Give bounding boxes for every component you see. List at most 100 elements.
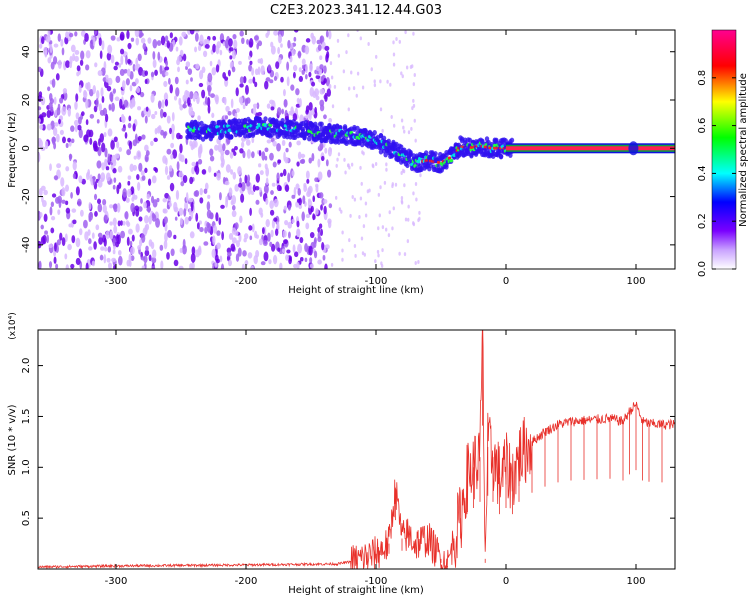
noise-blob <box>178 265 184 269</box>
noise-blob <box>54 110 57 117</box>
noise-blob <box>285 254 289 261</box>
noise-blob <box>116 37 121 42</box>
noise-blob <box>130 37 135 42</box>
noise-blob <box>283 99 288 108</box>
noise-blob <box>65 166 70 172</box>
noise-blob <box>194 30 200 33</box>
noise-blob <box>326 88 332 97</box>
noise-blob <box>126 236 130 247</box>
noise-blob <box>126 259 130 267</box>
noise-blob <box>243 237 247 243</box>
noise-blob <box>199 188 203 196</box>
noise-blob <box>91 232 95 239</box>
noise-blob <box>135 223 140 233</box>
noise-blob <box>38 66 42 73</box>
noise-blob <box>117 165 123 173</box>
noise-blob <box>119 48 125 55</box>
ridge-blob <box>397 155 402 161</box>
noise-blob <box>350 70 353 75</box>
noise-blob <box>405 65 409 70</box>
x-tick-label: -100 <box>365 576 388 587</box>
figure-title: C2E3.2023.341.12.44.G03 <box>270 3 442 18</box>
noise-blob <box>269 241 273 247</box>
noise-blob <box>239 215 243 224</box>
noise-blob <box>384 227 388 232</box>
noise-blob <box>102 234 106 243</box>
noise-blob <box>287 231 291 239</box>
noise-blob <box>176 161 180 171</box>
noise-blob <box>402 125 405 130</box>
noise-blob <box>347 107 350 112</box>
noise-blob <box>288 204 291 211</box>
noise-blob <box>334 195 338 200</box>
noise-blob <box>315 95 320 101</box>
noise-blob <box>296 220 300 228</box>
noise-blob <box>113 177 117 183</box>
noise-blob <box>94 145 99 152</box>
noise-blob <box>179 217 183 226</box>
noise-blob <box>57 209 61 215</box>
noise-blob <box>71 235 76 244</box>
noise-blob <box>273 30 279 36</box>
noise-blob <box>97 232 103 238</box>
noise-blob <box>392 123 396 128</box>
noise-blob <box>50 201 55 208</box>
noise-blob <box>72 219 77 225</box>
noise-blob <box>356 71 360 76</box>
ridge-peak <box>447 156 452 160</box>
ridge-blob <box>257 116 262 122</box>
noise-blob <box>79 209 84 217</box>
noise-blob <box>202 50 208 58</box>
noise-blob <box>230 243 236 252</box>
noise-blob <box>256 42 259 50</box>
noise-blob <box>225 105 230 112</box>
noise-blob <box>145 223 150 231</box>
noise-blob <box>247 252 253 259</box>
noise-blob <box>412 98 415 103</box>
noise-blob <box>329 147 332 152</box>
noise-blob <box>203 241 209 246</box>
noise-blob <box>362 151 365 156</box>
noise-blob <box>94 211 98 217</box>
noise-blob <box>89 137 93 145</box>
noise-blob <box>191 111 196 116</box>
noise-blob <box>87 169 91 177</box>
noise-blob <box>272 140 277 147</box>
noise-blob <box>282 230 287 238</box>
noise-blob <box>126 30 130 40</box>
colorbar-label: Normalized spectral amplitude <box>738 73 749 227</box>
noise-blob <box>50 227 55 234</box>
noise-blob <box>84 231 89 241</box>
noise-blob <box>292 71 296 79</box>
noise-blob <box>131 97 136 106</box>
noise-blob <box>144 144 149 152</box>
noise-blob <box>309 86 315 97</box>
noise-blob <box>298 204 303 210</box>
noise-blob <box>163 80 168 88</box>
noise-blob <box>144 78 148 84</box>
noise-blob <box>193 190 198 197</box>
noise-blob <box>65 207 71 214</box>
noise-blob <box>110 139 115 150</box>
noise-blob <box>360 236 364 241</box>
ridge-blob <box>306 136 312 142</box>
noise-blob <box>251 223 255 233</box>
noise-blob <box>67 243 72 251</box>
noise-blob <box>98 103 102 112</box>
noise-blob <box>235 253 240 262</box>
noise-blob <box>77 124 82 131</box>
noise-blob <box>81 111 85 117</box>
noise-blob <box>221 231 224 241</box>
noise-blob <box>297 188 301 196</box>
noise-blob <box>185 79 189 85</box>
noise-blob <box>152 249 157 259</box>
noise-blob <box>143 255 148 264</box>
ridge-blob <box>466 149 471 155</box>
ridge-blob <box>509 137 515 143</box>
noise-blob <box>318 192 324 199</box>
noise-blob <box>325 76 330 87</box>
noise-blob <box>273 217 278 222</box>
noise-blob <box>88 202 92 210</box>
noise-blob <box>92 175 96 186</box>
noise-blob <box>233 39 238 50</box>
